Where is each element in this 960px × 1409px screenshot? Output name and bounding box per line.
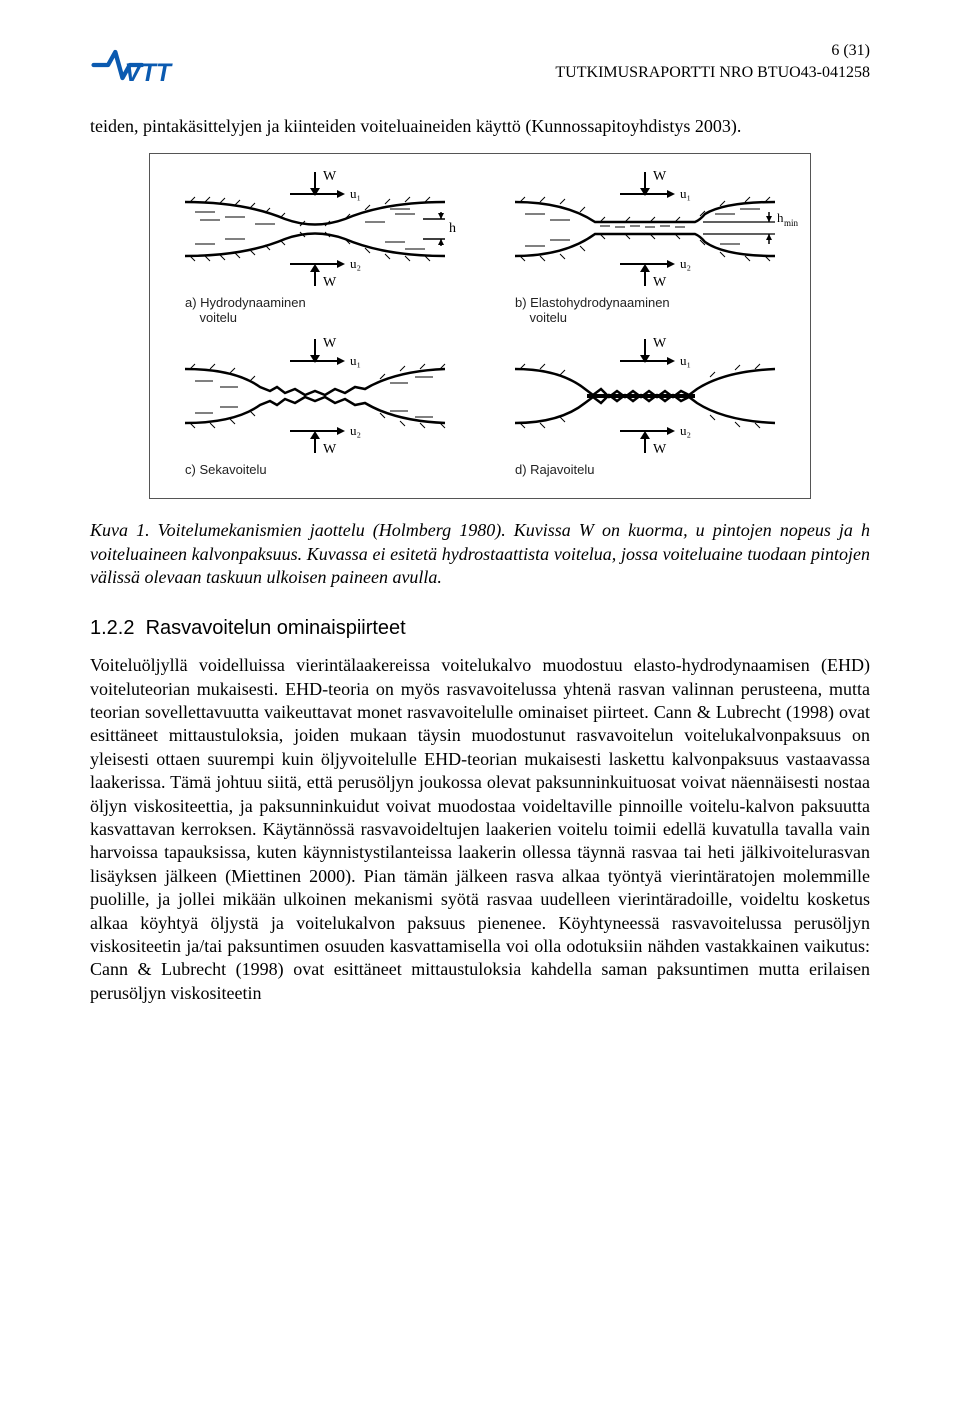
panel-c-label: c) Sekavoitelu bbox=[160, 463, 470, 478]
svg-text:u₁: u₁ bbox=[680, 353, 691, 368]
diagram-boundary: W u₁ bbox=[490, 331, 800, 461]
diagram-ehd: W u₁ bbox=[490, 164, 800, 294]
svg-text:u₂: u₂ bbox=[680, 256, 691, 271]
svg-text:u₁: u₁ bbox=[680, 186, 691, 201]
svg-text:W: W bbox=[323, 442, 337, 457]
report-number: TUTKIMUSRAPORTTI NRO BTUO43-041258 bbox=[555, 62, 870, 84]
figure-panel-a: W u₁ bbox=[160, 164, 470, 326]
svg-text:W: W bbox=[653, 169, 667, 184]
vtt-logo: VTT bbox=[90, 40, 220, 90]
figure-caption: Kuva 1. Voitelumekanismien jaottelu (Hol… bbox=[90, 519, 870, 589]
svg-text:W: W bbox=[653, 442, 667, 457]
figure-1: W u₁ bbox=[149, 153, 811, 499]
figure-panel-b: W u₁ bbox=[490, 164, 800, 326]
svg-text:W: W bbox=[323, 336, 337, 351]
figure-panel-c: W u₁ bbox=[160, 331, 470, 493]
svg-text:VTT: VTT bbox=[125, 60, 173, 87]
svg-text:W: W bbox=[323, 169, 337, 184]
svg-text:W: W bbox=[653, 336, 667, 351]
svg-text:W: W bbox=[653, 275, 667, 290]
svg-text:u₂: u₂ bbox=[680, 423, 691, 438]
diagram-hydrodynamic: W u₁ bbox=[160, 164, 470, 294]
svg-text:min: min bbox=[784, 218, 799, 228]
svg-text:u₂: u₂ bbox=[350, 423, 361, 438]
diagram-mixed: W u₁ bbox=[160, 331, 470, 461]
svg-text:W: W bbox=[323, 275, 337, 290]
figure-panel-d: W u₁ bbox=[490, 331, 800, 493]
svg-text:u₂: u₂ bbox=[350, 256, 361, 271]
svg-text:h: h bbox=[777, 210, 784, 225]
section-heading: 1.2.2 Rasvavoitelun ominaispiirteet bbox=[90, 617, 870, 640]
page-header: VTT 6 (31) TUTKIMUSRAPORTTI NRO BTUO43-0… bbox=[90, 40, 870, 90]
panel-d-label: d) Rajavoitelu bbox=[490, 463, 800, 478]
svg-text:h: h bbox=[449, 221, 456, 236]
section-title: Rasvavoitelun ominaispiirteet bbox=[146, 617, 406, 639]
page-number: 6 (31) bbox=[555, 40, 870, 62]
svg-text:u₁: u₁ bbox=[350, 353, 361, 368]
intro-paragraph: teiden, pintakäsittelyjen ja kiinteiden … bbox=[90, 115, 870, 138]
panel-b-label: b) Elastohydrodynaaminen voitelu bbox=[490, 296, 800, 326]
svg-text:u₁: u₁ bbox=[350, 186, 361, 201]
main-paragraph: Voiteluöljyllä voidelluissa vierintälaak… bbox=[90, 654, 870, 1005]
panel-a-label: a) Hydrodynaaminen voitelu bbox=[160, 296, 470, 326]
section-number: 1.2.2 bbox=[90, 617, 134, 639]
